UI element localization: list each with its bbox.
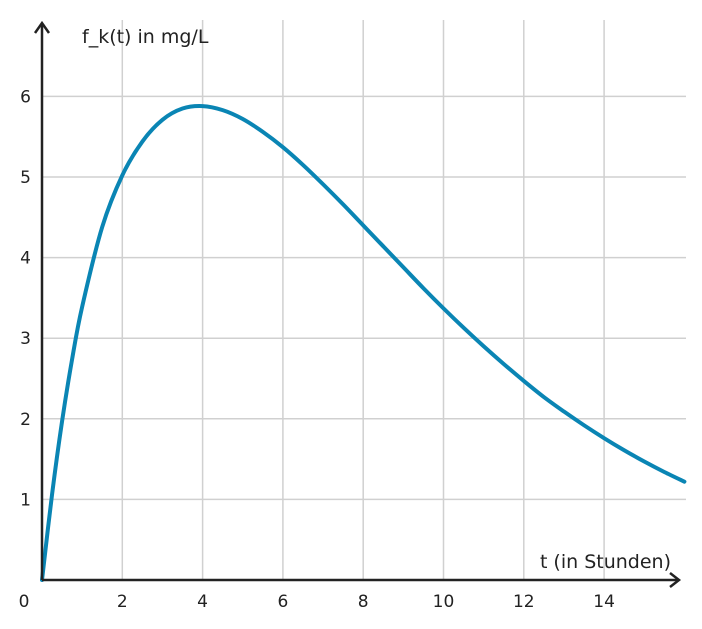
x-tick-label: 2 — [117, 592, 128, 612]
series-layer — [40, 104, 687, 582]
origin-label: 0 — [19, 592, 30, 612]
grid — [42, 20, 686, 580]
x-tick-label: 12 — [513, 592, 535, 612]
x-axis-arrow-icon — [669, 572, 682, 588]
x-tick-label: 8 — [358, 592, 369, 612]
x-tick-label: 10 — [433, 592, 455, 612]
x-tick-label: 4 — [197, 592, 208, 612]
y-tick-label: 3 — [20, 329, 31, 349]
labels: f_k(t) in mg/L t (in Stunden) 0 2 4 6 8 10 12… — [19, 26, 671, 612]
y-axis-arrow-icon — [33, 20, 51, 34]
y-tick-label: 4 — [20, 249, 31, 269]
series-line — [40, 104, 687, 582]
y-tick-label: 2 — [20, 410, 31, 430]
y-tick-label: 1 — [20, 490, 31, 510]
x-axis-title: t (in Stunden) — [540, 551, 671, 573]
y-tick-label: 5 — [20, 168, 31, 188]
axes — [33, 20, 682, 588]
y-tick-label: 6 — [20, 87, 31, 107]
x-tick-label: 6 — [277, 592, 288, 612]
x-tick-label: 14 — [593, 592, 615, 612]
y-axis-title: f_k(t) in mg/L — [82, 26, 209, 48]
